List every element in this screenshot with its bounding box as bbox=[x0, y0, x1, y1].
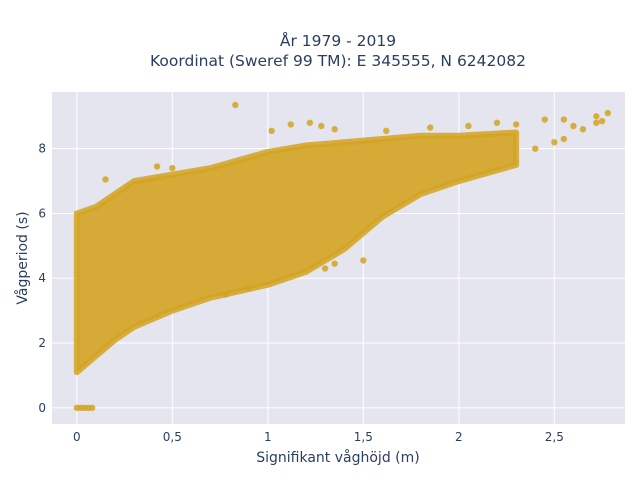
outlier-point bbox=[331, 126, 338, 133]
outlier-point bbox=[331, 260, 338, 267]
x-tick-label: 0,5 bbox=[163, 430, 182, 444]
outlier-point bbox=[360, 257, 367, 264]
outlier-point bbox=[541, 116, 548, 123]
outlier-point bbox=[493, 119, 501, 126]
outlier-point bbox=[598, 117, 606, 125]
zero-point bbox=[88, 404, 96, 412]
y-tick-label: 6 bbox=[38, 206, 46, 220]
x-tick-label: 1 bbox=[264, 430, 272, 444]
y-tick-labels: 0 2 4 6 8 bbox=[38, 142, 46, 415]
x-tick-labels: 0 0,5 1 1,5 2 2,5 bbox=[73, 430, 564, 444]
outlier-point bbox=[321, 265, 329, 272]
outlier-point bbox=[102, 176, 109, 183]
outlier-point bbox=[426, 124, 434, 131]
y-tick-label: 4 bbox=[38, 271, 46, 285]
x-tick-label: 1,5 bbox=[354, 430, 373, 444]
outlier-point bbox=[318, 122, 325, 130]
outlier-point bbox=[245, 284, 252, 292]
x-axis-title: Signifikant våghöjd (m) bbox=[256, 449, 419, 466]
points-layer bbox=[73, 101, 612, 412]
outlier-point bbox=[593, 113, 600, 120]
outlier-point bbox=[222, 291, 230, 298]
outlier-point bbox=[579, 126, 587, 133]
outlier-point bbox=[560, 135, 568, 143]
y-tick-label: 0 bbox=[38, 401, 46, 415]
x-tick-label: 2,5 bbox=[545, 430, 564, 444]
outlier-point bbox=[287, 121, 294, 128]
chart-title-line-2: Koordinat (Sweref 99 TM): E 345555, N 62… bbox=[150, 52, 526, 70]
outlier-point bbox=[604, 109, 612, 117]
outlier-point bbox=[551, 139, 558, 146]
y-axis-title: Vågperiod (s) bbox=[14, 211, 31, 304]
outlier-point bbox=[153, 163, 161, 170]
outlier-point bbox=[532, 145, 539, 152]
y-tick-label: 2 bbox=[38, 336, 46, 350]
y-tick-label: 8 bbox=[38, 142, 46, 156]
outlier-point bbox=[560, 116, 568, 123]
outlier-point bbox=[465, 122, 472, 130]
outlier-point bbox=[306, 119, 314, 126]
outlier-point bbox=[593, 119, 600, 126]
x-tick-label: 0 bbox=[73, 430, 81, 444]
outlier-point bbox=[169, 164, 176, 172]
outlier-point bbox=[383, 127, 390, 135]
outlier-point bbox=[512, 121, 520, 128]
point-cloud bbox=[73, 129, 520, 376]
outlier-point bbox=[232, 101, 239, 109]
outlier-point bbox=[570, 122, 577, 130]
x-tick-label: 2 bbox=[455, 430, 463, 444]
chart-title-line-1: År 1979 - 2019 bbox=[280, 31, 396, 50]
outlier-point bbox=[268, 127, 275, 135]
